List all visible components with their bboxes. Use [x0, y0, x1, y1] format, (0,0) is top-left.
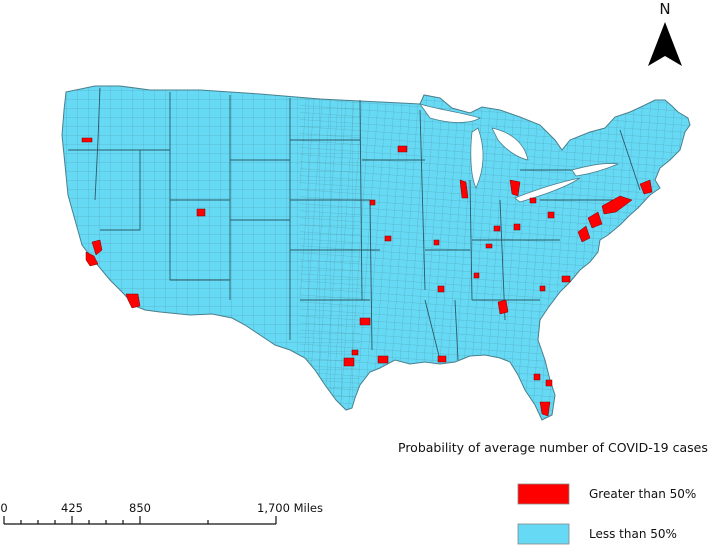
scale-label-1700: 1,700 Miles [257, 501, 323, 515]
legend-swatch-greater [517, 483, 570, 505]
scale-bar: 0 425 850 1,700 Miles [0, 501, 323, 525]
legend-title: Probability of average number of COVID-1… [398, 440, 708, 455]
scale-label-425: 425 [61, 501, 83, 515]
scale-ticks [3, 516, 277, 524]
legend-label-greater: Greater than 50% [589, 487, 696, 501]
state-boundaries [68, 87, 641, 361]
north-arrow: N [648, 0, 682, 66]
legend-swatch-less [517, 523, 570, 545]
scale-label-850: 850 [129, 501, 151, 515]
legend: Probability of average number of COVID-1… [398, 440, 708, 545]
high-probability-counties [81, 137, 653, 417]
north-arrow-icon [648, 22, 682, 66]
legend-label-less: Less than 50% [589, 527, 677, 541]
scale-label-0: 0 [0, 501, 7, 515]
great-lakes [418, 103, 620, 203]
us-county-map [61, 85, 691, 421]
north-label: N [659, 0, 670, 18]
